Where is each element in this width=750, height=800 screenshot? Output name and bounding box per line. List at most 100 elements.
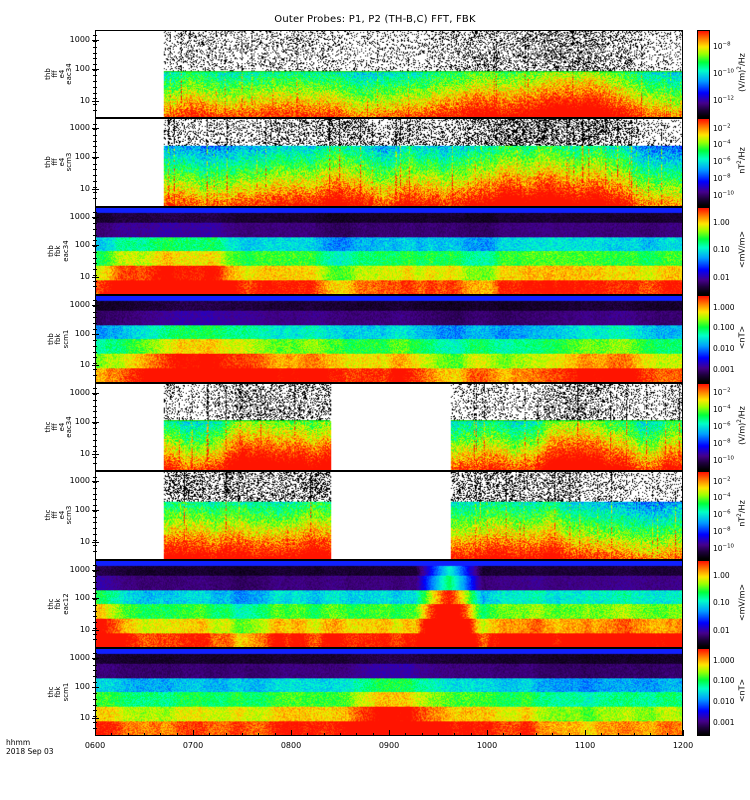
xtick-minor-mark [258, 733, 259, 736]
ytick-minor-mark [93, 457, 97, 459]
ytick-minor-mark [93, 476, 97, 478]
ytick-minor-mark [93, 135, 97, 137]
xtick-minor-mark [340, 733, 341, 736]
spectrogram-image-thc-fbk-eac12 [96, 560, 682, 647]
spectrogram-image-thc-fff-e4-scm3 [96, 472, 682, 559]
colorbar-tick-label: 1.00 [713, 218, 730, 228]
colorbar-tick-label: 10−10 [713, 190, 734, 200]
ytick-minor-mark [93, 286, 97, 288]
ytick-minor-mark [93, 388, 97, 390]
ytick-minor-mark [93, 405, 97, 407]
colorbar-tick-label: 10−2 [713, 123, 731, 133]
ytick-mark [92, 598, 99, 600]
ytick-minor-mark [93, 41, 97, 43]
spectrogram-panel-thc-fbk-eac12 [95, 559, 683, 648]
ytick-mark [92, 188, 99, 190]
panel-ylabel-thc-fff-e4-eac34: thc fff e4 eac34 [44, 399, 74, 455]
ytick-minor-mark [93, 681, 97, 683]
ytick-minor-mark [93, 175, 97, 177]
ytick-minor-mark [93, 46, 97, 48]
ytick-label: 100 [74, 152, 90, 162]
ytick-minor-mark [93, 322, 97, 324]
ytick-minor-mark [93, 340, 97, 342]
colorbar-unit-thb-fbk-scm1: <nT> [737, 325, 747, 350]
colorbar-tick-label: 10−10 [713, 68, 734, 78]
ytick-minor-mark [93, 721, 97, 723]
xtick-mark [193, 730, 194, 736]
ytick-minor-mark [93, 104, 97, 106]
ytick-minor-mark [93, 280, 97, 282]
ytick-minor-mark [93, 269, 97, 271]
colorbar-tick-label: 10−8 [713, 173, 731, 184]
ytick-minor-mark [93, 363, 97, 365]
ytick-mark [92, 40, 99, 42]
xtick-label: 0900 [378, 741, 400, 750]
ytick-minor-mark [93, 599, 97, 601]
colorbar-thc-fff-e4-scm3 [697, 471, 710, 560]
ytick-minor-mark [93, 564, 97, 566]
ytick-minor-mark [93, 675, 97, 677]
spectrogram-image-thb-fbk-eac34 [96, 207, 682, 294]
ytick-label: 1000 [69, 564, 90, 574]
xtick-mark [389, 730, 390, 736]
xtick-minor-mark [356, 733, 357, 736]
xtick-mark [291, 730, 292, 736]
colorbar-tick-label: 0.10 [713, 598, 730, 608]
colorbar-tick-label: 1.000 [713, 655, 735, 665]
colorbar-gradient-thc-fbk-eac12 [698, 560, 709, 647]
colorbar-tick-label: 0.100 [713, 323, 735, 333]
xtick-minor-mark [373, 733, 374, 736]
ytick-minor-mark [93, 622, 97, 624]
xtick-minor-mark [422, 733, 423, 736]
ytick-minor-mark [93, 576, 97, 578]
ytick-minor-mark [93, 451, 97, 453]
ytick-minor-mark [93, 163, 97, 165]
ytick-minor-mark [93, 180, 97, 182]
xtick-minor-mark [177, 733, 178, 736]
colorbar-tick-label: 10−10 [713, 455, 734, 465]
ytick-minor-mark [93, 109, 97, 111]
ytick-label: 100 [74, 416, 90, 426]
xtick-minor-mark [634, 733, 635, 736]
colorbar-gradient-thc-fff-e4-scm3 [698, 472, 709, 559]
colorbar-tick-label: 10−2 [713, 387, 731, 398]
ytick-label: 1000 [69, 299, 90, 309]
colorbar-tick-label: 0.001 [713, 364, 735, 374]
xtick-label: 0800 [280, 741, 302, 750]
ytick-minor-mark [93, 75, 97, 77]
ytick-minor-mark [93, 587, 97, 589]
colorbar-tick-label: 0.01 [713, 625, 730, 635]
spectrogram-image-thc-fff-e4-eac34 [96, 384, 682, 471]
xtick-minor-mark [536, 733, 537, 736]
ytick-mark [92, 245, 99, 247]
colorbar-tick-label: 10−4 [713, 139, 731, 150]
ytick-mark [92, 421, 99, 423]
ytick-label: 1000 [69, 476, 90, 486]
spectrogram-panel-thc-fff-e4-eac34 [95, 383, 683, 472]
ytick-mark [92, 541, 99, 543]
colorbar-unit-thb-fff-e4-scm3: nT2/Hz [736, 147, 747, 175]
ytick-minor-mark [93, 704, 97, 706]
xtick-minor-mark [209, 733, 210, 736]
ytick-label: 100 [74, 593, 90, 603]
ytick-minor-mark [93, 368, 97, 370]
colorbar-gradient-thb-fbk-eac34 [698, 207, 709, 294]
colorbar-tick-label: 10−8 [713, 438, 731, 448]
ytick-mark [92, 453, 99, 455]
ytick-mark [92, 216, 99, 218]
xtick-label: 0700 [182, 741, 204, 750]
colorbar-tick-label: 0.001 [713, 717, 735, 727]
ytick-minor-mark [93, 434, 97, 436]
ytick-label: 1000 [69, 211, 90, 221]
ytick-minor-mark [93, 716, 97, 718]
panel-ylabel-thc-fff-e4-scm3: thc fff e4 scm3 [44, 487, 74, 543]
xtick-minor-mark [226, 733, 227, 736]
ytick-minor-mark [93, 633, 97, 635]
ytick-label: 10 [79, 536, 90, 546]
ytick-minor-mark [93, 610, 97, 612]
colorbar-tick-label: 10−4 [713, 492, 731, 503]
ytick-minor-mark [93, 428, 97, 430]
ytick-label: 1000 [69, 123, 90, 133]
ytick-minor-mark [93, 664, 97, 666]
xtick-label: 1100 [574, 741, 596, 750]
